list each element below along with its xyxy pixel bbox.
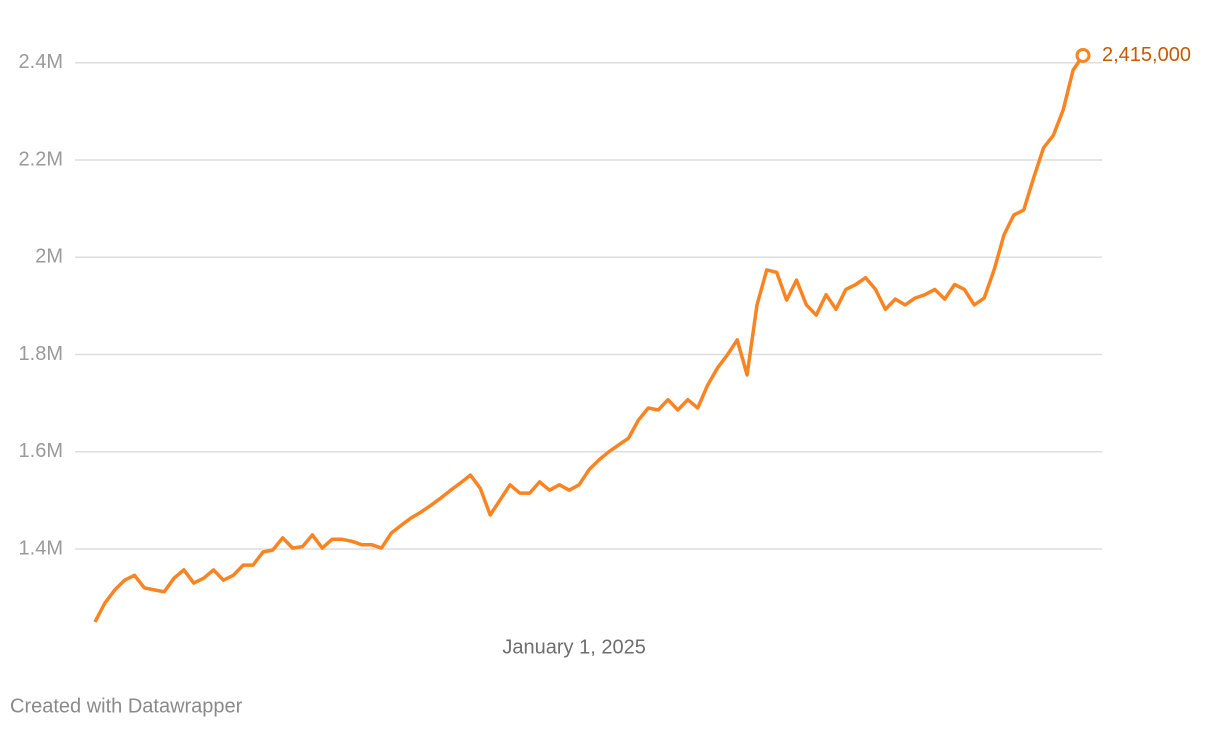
y-tick-label: 1.6M — [19, 440, 63, 462]
y-tick-label: 2M — [35, 246, 63, 268]
footer: Created with Datawrapper — [10, 695, 243, 717]
line — [93, 54, 1085, 623]
y-tick-label: 1.4M — [19, 537, 63, 559]
y-tick-label: 1.8M — [19, 343, 63, 365]
value-label: 2,415,000 — [1102, 44, 1191, 66]
end-point — [1075, 47, 1091, 63]
y-tick-label: 2.4M — [19, 51, 63, 73]
y-tick-label: 2.2M — [19, 148, 63, 170]
x-tick-label: January 1, 2025 — [502, 636, 645, 658]
